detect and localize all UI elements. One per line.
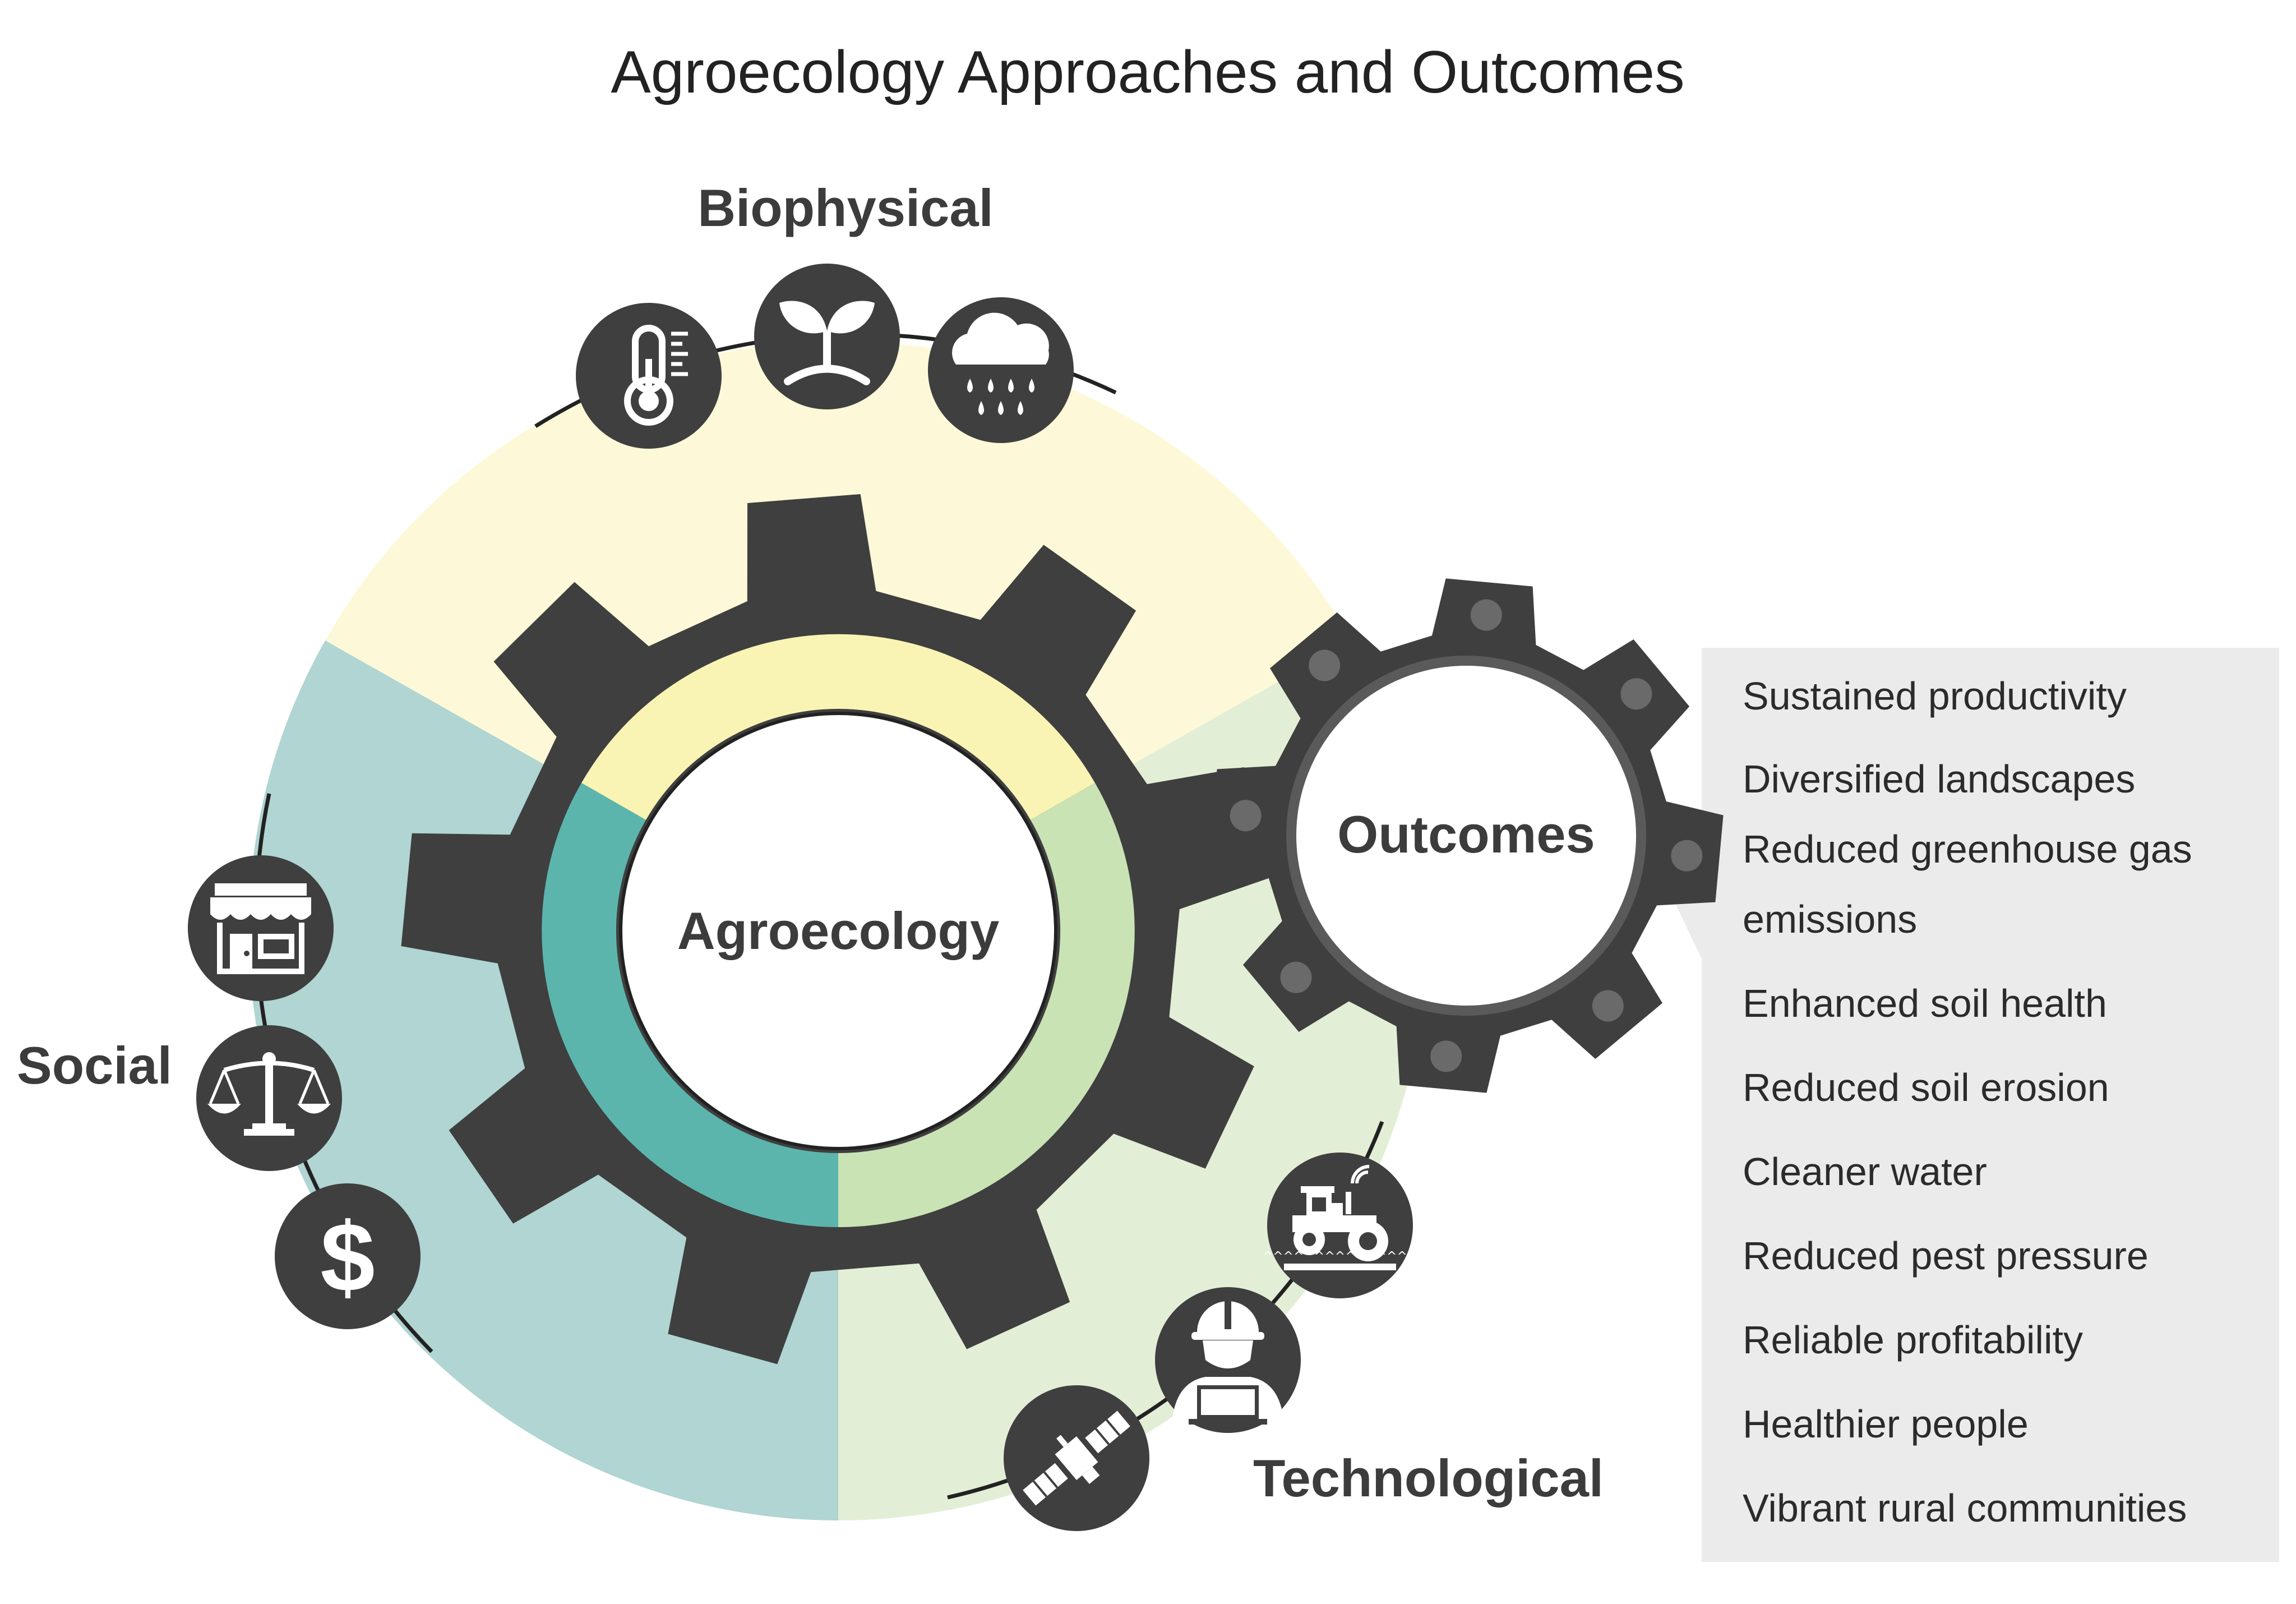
biophysical-ring-segment: [581, 634, 1095, 820]
gear-bolt: [1671, 840, 1703, 872]
outcome-item: Reliable profitability: [1743, 1318, 2083, 1362]
agroecology-label: Agroecology: [677, 901, 1000, 960]
gear-bolt: [1620, 678, 1652, 710]
gear-bolt: [1592, 990, 1624, 1022]
thermometer-icon: [576, 303, 722, 449]
gear-bolt: [1470, 599, 1502, 631]
smart-tractor-icon: ^^^^^^^^^^^^^^^: [1263, 1153, 1418, 1298]
outcome-item: Reduced soil erosion: [1743, 1066, 2109, 1109]
svg-text:^^^^^^^^^^^^^^^: ^^^^^^^^^^^^^^^: [1263, 1250, 1418, 1264]
social-ring-segment: [542, 783, 838, 1228]
diagram-title: Agroecology Approaches and Outcomes: [611, 38, 1684, 105]
outcomes-label: Outcomes: [1337, 805, 1595, 864]
outcomes-panel: [1702, 648, 2279, 1562]
gear-bolt: [1230, 800, 1262, 832]
outcomes-list: Sustained productivity Diversified landsc…: [1743, 674, 2192, 1530]
seedling-icon: [754, 264, 900, 409]
outcome-item: Reduced greenhouse gas: [1743, 827, 2192, 871]
outcomes-center-circle: [1286, 656, 1646, 1016]
outcome-item: Healthier people: [1743, 1402, 2029, 1446]
outcome-item: Sustained productivity: [1743, 674, 2127, 718]
worker-with-laptop-icon: [1155, 1287, 1301, 1433]
satellite-icon: [1004, 1385, 1149, 1531]
market-stall-icon: [188, 855, 334, 1001]
outcome-item: emissions: [1743, 897, 1917, 941]
outcome-item: Cleaner water: [1743, 1150, 1987, 1193]
gear-bolt: [1430, 1040, 1462, 1072]
dollar-sign: $: [320, 1203, 375, 1312]
outcomes-gear-bolts: [1230, 599, 1703, 1072]
gear-bolt: [1280, 961, 1312, 993]
outcome-item: Reduced pest pressure: [1743, 1234, 2149, 1278]
gear-bolt: [1309, 649, 1341, 681]
biophysical-label: Biophysical: [697, 178, 994, 237]
outcome-item: Enhanced soil health: [1743, 981, 2107, 1025]
outcome-item: Diversified landscapes: [1743, 757, 2135, 801]
technological-label: Technological: [1253, 1449, 1604, 1508]
dollar-icon: $: [275, 1183, 421, 1329]
rain-cloud-icon: [928, 297, 1074, 443]
agroecology-center-circle: [619, 712, 1057, 1150]
social-label: Social: [17, 1036, 172, 1095]
technological-ring-segment: [838, 783, 1135, 1228]
balance-scale-icon: [196, 1025, 342, 1171]
outcome-item: Vibrant rural communities: [1743, 1486, 2187, 1530]
